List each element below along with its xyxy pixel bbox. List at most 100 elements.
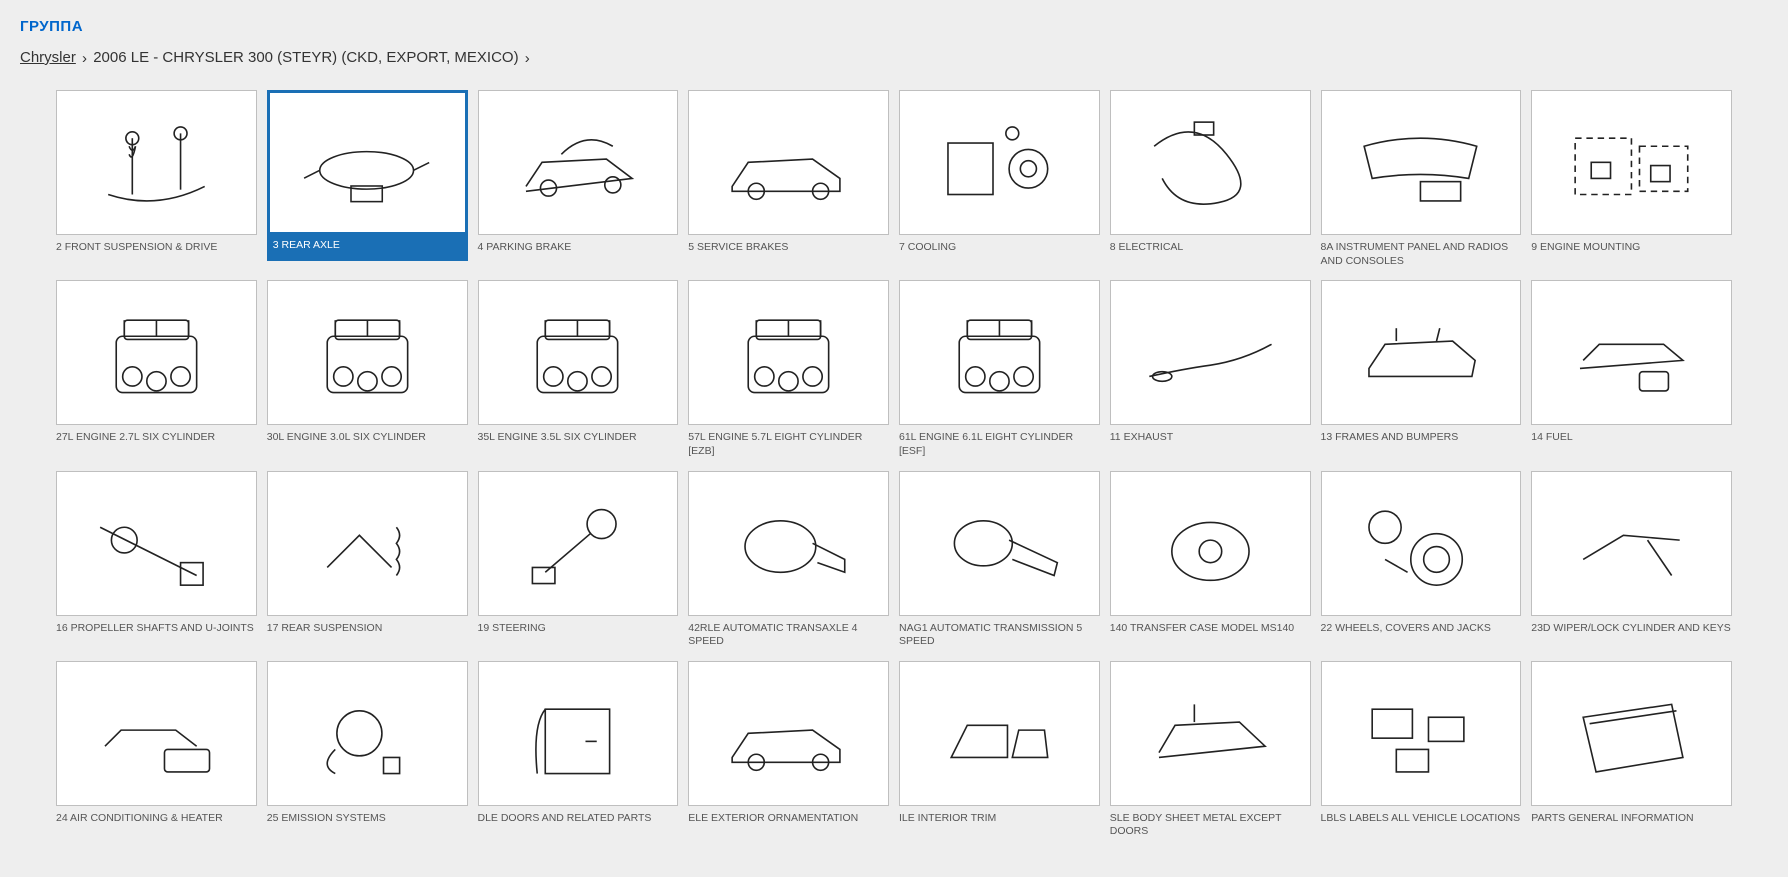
transmission-icon bbox=[910, 479, 1089, 608]
category-card[interactable]: PARTS GENERAL INFORMATION bbox=[1531, 661, 1732, 839]
category-card[interactable]: 11 EXHAUST bbox=[1110, 280, 1311, 458]
rear-susp-icon bbox=[278, 479, 457, 608]
category-card[interactable]: 30L ENGINE 3.0L SIX CYLINDER bbox=[267, 280, 468, 458]
exhaust-icon bbox=[1121, 288, 1300, 417]
category-card[interactable]: ILE INTERIOR TRIM bbox=[899, 661, 1100, 839]
transaxle-icon bbox=[699, 479, 878, 608]
category-card[interactable]: 140 TRANSFER CASE MODEL MS140 bbox=[1110, 471, 1311, 649]
propshaft-icon bbox=[67, 479, 246, 608]
category-thumb bbox=[267, 471, 468, 616]
steering-icon bbox=[488, 479, 667, 608]
category-card[interactable]: 22 WHEELS, COVERS AND JACKS bbox=[1321, 471, 1522, 649]
category-thumb bbox=[267, 90, 468, 235]
category-card[interactable]: 4 PARKING BRAKE bbox=[478, 90, 679, 268]
category-label: 24 AIR CONDITIONING & HEATER bbox=[56, 812, 257, 838]
category-card[interactable]: 42RLE AUTOMATIC TRANSAXLE 4 SPEED bbox=[688, 471, 889, 649]
category-label: 17 REAR SUSPENSION bbox=[267, 622, 468, 648]
category-label: 16 PROPELLER SHAFTS AND U-JOINTS bbox=[56, 622, 257, 648]
category-card[interactable]: 24 AIR CONDITIONING & HEATER bbox=[56, 661, 257, 839]
rear-axle-icon bbox=[279, 100, 454, 225]
section-title: ГРУППА bbox=[20, 18, 1768, 35]
interior-icon bbox=[910, 669, 1089, 798]
wiper-icon bbox=[1542, 479, 1721, 608]
category-card[interactable]: 8A INSTRUMENT PANEL AND RADIOS AND CONSO… bbox=[1321, 90, 1522, 268]
engine-icon bbox=[278, 288, 457, 417]
chevron-right-icon: › bbox=[525, 50, 530, 67]
category-thumb bbox=[899, 471, 1100, 616]
engine-icon bbox=[910, 288, 1089, 417]
suspension-icon bbox=[67, 98, 246, 227]
category-card[interactable]: 8 ELECTRICAL bbox=[1110, 90, 1311, 268]
category-card[interactable]: LBLS LABELS ALL VEHICLE LOCATIONS bbox=[1321, 661, 1522, 839]
breadcrumb: Chrysler › 2006 LE - CHRYSLER 300 (STEYR… bbox=[20, 49, 1768, 66]
category-card[interactable]: 61L ENGINE 6.1L EIGHT CYLINDER [ESF] bbox=[899, 280, 1100, 458]
category-card[interactable]: 19 STEERING bbox=[478, 471, 679, 649]
category-label: ILE INTERIOR TRIM bbox=[899, 812, 1100, 838]
category-label: 140 TRANSFER CASE MODEL MS140 bbox=[1110, 622, 1311, 648]
category-thumb bbox=[1531, 280, 1732, 425]
category-thumb bbox=[899, 280, 1100, 425]
breadcrumb-root-link[interactable]: Chrysler bbox=[20, 49, 76, 66]
category-card[interactable]: NAG1 AUTOMATIC TRANSMISSION 5 SPEED bbox=[899, 471, 1100, 649]
category-label: 13 FRAMES AND BUMPERS bbox=[1321, 431, 1522, 457]
mounting-icon bbox=[1542, 98, 1721, 227]
category-thumb bbox=[478, 471, 679, 616]
category-label: 8A INSTRUMENT PANEL AND RADIOS AND CONSO… bbox=[1321, 241, 1522, 268]
category-label: LBLS LABELS ALL VEHICLE LOCATIONS bbox=[1321, 812, 1522, 838]
category-thumb bbox=[1531, 471, 1732, 616]
category-card[interactable]: 14 FUEL bbox=[1531, 280, 1732, 458]
category-label: ELE EXTERIOR ORNAMENTATION bbox=[688, 812, 889, 838]
category-thumb bbox=[1321, 90, 1522, 235]
category-card[interactable]: 27L ENGINE 2.7L SIX CYLINDER bbox=[56, 280, 257, 458]
parking-brake-icon bbox=[488, 98, 667, 227]
engine-icon bbox=[699, 288, 878, 417]
category-label: 30L ENGINE 3.0L SIX CYLINDER bbox=[267, 431, 468, 457]
category-label: 3 REAR AXLE bbox=[267, 235, 468, 261]
category-card[interactable]: 23D WIPER/LOCK CYLINDER AND KEYS bbox=[1531, 471, 1732, 649]
category-card[interactable]: ELE EXTERIOR ORNAMENTATION bbox=[688, 661, 889, 839]
category-card[interactable]: 13 FRAMES AND BUMPERS bbox=[1321, 280, 1522, 458]
body-icon bbox=[1121, 669, 1300, 798]
exterior-icon bbox=[699, 669, 878, 798]
category-label: DLE DOORS AND RELATED PARTS bbox=[478, 812, 679, 838]
category-thumb bbox=[1321, 661, 1522, 806]
wiring-icon bbox=[1121, 98, 1300, 227]
category-thumb bbox=[56, 661, 257, 806]
category-label: 57L ENGINE 5.7L EIGHT CYLINDER [EZB] bbox=[688, 431, 889, 458]
category-thumb bbox=[56, 90, 257, 235]
category-card[interactable]: DLE DOORS AND RELATED PARTS bbox=[478, 661, 679, 839]
category-label: PARTS GENERAL INFORMATION bbox=[1531, 812, 1732, 838]
car-outline-icon bbox=[699, 98, 878, 227]
category-card[interactable]: 35L ENGINE 3.5L SIX CYLINDER bbox=[478, 280, 679, 458]
category-card[interactable]: SLE BODY SHEET METAL EXCEPT DOORS bbox=[1110, 661, 1311, 839]
category-label: 23D WIPER/LOCK CYLINDER AND KEYS bbox=[1531, 622, 1732, 648]
engine-icon bbox=[67, 288, 246, 417]
category-card[interactable]: 5 SERVICE BRAKES bbox=[688, 90, 889, 268]
category-thumb bbox=[1321, 471, 1522, 616]
category-thumb bbox=[688, 661, 889, 806]
category-thumb bbox=[1110, 471, 1311, 616]
fuel-icon bbox=[1542, 288, 1721, 417]
category-label: 61L ENGINE 6.1L EIGHT CYLINDER [ESF] bbox=[899, 431, 1100, 458]
transfer-case-icon bbox=[1121, 479, 1300, 608]
category-card[interactable]: 16 PROPELLER SHAFTS AND U-JOINTS bbox=[56, 471, 257, 649]
category-card[interactable]: 3 REAR AXLE bbox=[267, 90, 468, 268]
category-thumb bbox=[688, 280, 889, 425]
category-card[interactable]: 7 COOLING bbox=[899, 90, 1100, 268]
category-card[interactable]: 17 REAR SUSPENSION bbox=[267, 471, 468, 649]
category-card[interactable]: 2 FRONT SUSPENSION & DRIVE bbox=[56, 90, 257, 268]
emission-icon bbox=[278, 669, 457, 798]
category-thumb bbox=[267, 280, 468, 425]
category-thumb bbox=[1531, 661, 1732, 806]
category-label: 9 ENGINE MOUNTING bbox=[1531, 241, 1732, 267]
category-thumb bbox=[1110, 661, 1311, 806]
category-card[interactable]: 57L ENGINE 5.7L EIGHT CYLINDER [EZB] bbox=[688, 280, 889, 458]
category-card[interactable]: 25 EMISSION SYSTEMS bbox=[267, 661, 468, 839]
category-thumb bbox=[267, 661, 468, 806]
category-thumb bbox=[478, 90, 679, 235]
category-thumb bbox=[688, 471, 889, 616]
manual-icon bbox=[1542, 669, 1721, 798]
dash-icon bbox=[1331, 98, 1510, 227]
category-card[interactable]: 9 ENGINE MOUNTING bbox=[1531, 90, 1732, 268]
category-thumb bbox=[1110, 90, 1311, 235]
